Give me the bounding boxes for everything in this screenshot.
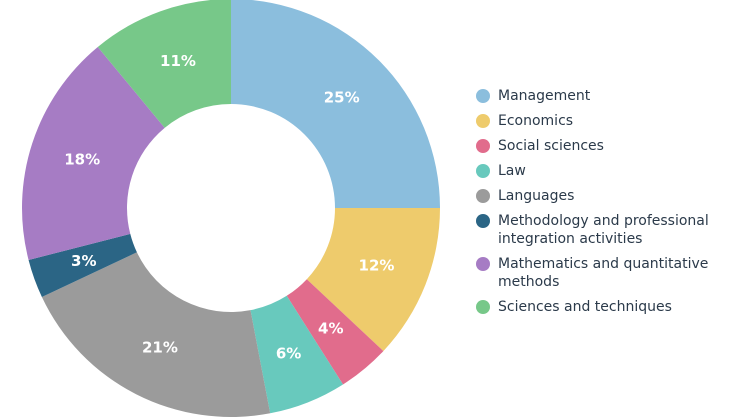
legend-swatch — [476, 300, 490, 314]
legend-label: Methodology and professional — [498, 213, 709, 229]
legend-label-continued: methods — [498, 274, 560, 290]
slice-percent-label: 11% — [160, 52, 196, 70]
slice-percent-label: 3% — [71, 252, 96, 270]
donut-slice — [231, 0, 440, 208]
legend-item: Social sciences — [476, 137, 746, 155]
legend-swatch — [476, 89, 490, 103]
slice-percent-label: 25% — [324, 88, 360, 106]
chart-legend: Management Economics Social sciences Law… — [476, 87, 746, 323]
legend-item: Economics — [476, 112, 746, 130]
donut-slices — [22, 0, 440, 417]
donut-slice — [28, 233, 137, 297]
donut-slice — [22, 46, 165, 260]
legend-item: Methodology and professional integration… — [476, 212, 746, 248]
legend-swatch — [476, 257, 490, 271]
legend-label: Languages — [498, 188, 575, 204]
donut-labels: 25% 12% 4% 6% 21% 3% 18% 11% — [64, 52, 394, 363]
legend-label: Law — [498, 163, 526, 179]
donut-slice — [306, 208, 440, 352]
legend-swatch — [476, 214, 490, 228]
donut-slice — [286, 279, 384, 385]
legend-item: Languages — [476, 187, 746, 205]
legend-label: Management — [498, 88, 591, 104]
legend-item: Mathematics and quantitative methods — [476, 255, 746, 291]
legend-label: Mathematics and quantitative — [498, 256, 709, 272]
legend-swatch — [476, 164, 490, 178]
donut-slice — [41, 252, 271, 417]
legend-label: Sciences and techniques — [498, 299, 672, 315]
legend-item: Law — [476, 162, 746, 180]
legend-swatch — [476, 139, 490, 153]
slice-percent-label: 6% — [276, 345, 301, 363]
legend-swatch — [476, 114, 490, 128]
legend-label-continued: integration activities — [498, 231, 643, 247]
legend-item: Management — [476, 87, 746, 105]
legend-item: Sciences and techniques — [476, 298, 746, 316]
slice-percent-label: 12% — [359, 257, 395, 275]
slice-percent-label: 4% — [318, 320, 343, 338]
legend-label: Social sciences — [498, 138, 604, 154]
slice-percent-label: 18% — [64, 151, 100, 169]
legend-swatch — [476, 189, 490, 203]
donut-slice — [97, 0, 231, 128]
legend-label: Economics — [498, 113, 574, 129]
slice-percent-label: 21% — [142, 338, 178, 356]
donut-slice — [250, 295, 343, 414]
